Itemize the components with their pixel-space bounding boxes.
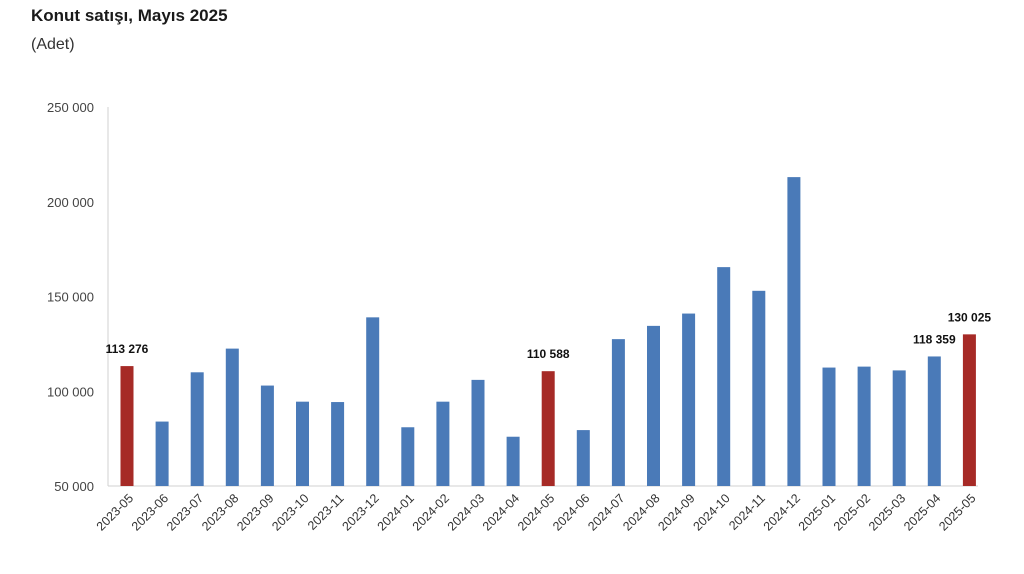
y-tick-label: 50 000 — [54, 479, 94, 494]
chart-bars — [120, 177, 976, 487]
x-tick-label: 2025-03 — [866, 491, 908, 533]
x-tick-label: 2023-06 — [129, 491, 171, 533]
x-tick-label: 2024-11 — [726, 491, 768, 533]
chart-axes: 50 000 100 000 150 000 200 000 250 000 — [47, 100, 978, 494]
x-tick-label: 2025-05 — [936, 491, 978, 533]
bar — [541, 371, 555, 486]
chart-subtitle: (Adet) — [31, 36, 75, 53]
x-tick-label: 2025-02 — [831, 491, 873, 533]
x-tick-label: 2024-02 — [410, 491, 452, 533]
bar — [436, 401, 450, 486]
x-tick-label: 2023-12 — [339, 491, 381, 533]
bar — [471, 379, 485, 486]
bar — [752, 290, 766, 486]
y-tick-label: 250 000 — [47, 100, 94, 115]
data-label: 113 276 — [106, 342, 149, 356]
bar — [787, 177, 801, 487]
bar — [647, 325, 660, 486]
bar — [155, 421, 169, 486]
bar — [225, 348, 239, 486]
bar — [822, 367, 836, 486]
bar — [857, 366, 871, 486]
bar — [331, 402, 345, 486]
x-tick-label: 2023-08 — [199, 491, 241, 533]
x-tick-label: 2025-04 — [901, 491, 943, 533]
bar — [927, 356, 941, 486]
bar — [260, 385, 274, 486]
bar — [120, 366, 134, 486]
chart-title: Konut satışı, Mayıs 2025 — [31, 6, 228, 25]
bar — [296, 401, 309, 486]
x-tick-label: 2023-11 — [305, 491, 347, 533]
x-tick-label: 2024-09 — [655, 491, 697, 533]
bar — [892, 370, 906, 486]
x-tick-label: 2024-04 — [480, 491, 522, 533]
x-tick-label: 2025-01 — [796, 491, 838, 533]
x-tick-label: 2024-01 — [375, 491, 417, 533]
y-tick-label: 150 000 — [47, 290, 94, 305]
x-tick-label: 2023-07 — [164, 491, 206, 533]
bar — [576, 430, 590, 486]
bar — [366, 317, 380, 486]
data-label: 110 588 — [527, 347, 570, 361]
bar — [682, 313, 696, 486]
x-tick-label: 2024-06 — [550, 491, 592, 533]
x-tick-label: 2024-03 — [445, 491, 487, 533]
x-tick-label: 2024-12 — [761, 491, 803, 533]
data-label: 118 359 — [913, 332, 956, 346]
bar — [401, 427, 415, 486]
x-tick-label: 2023-09 — [234, 491, 276, 533]
x-tick-label: 2024-05 — [515, 491, 557, 533]
x-tick-label: 2023-10 — [269, 491, 311, 533]
y-tick-label: 200 000 — [47, 195, 94, 210]
x-tick-label: 2024-07 — [585, 491, 627, 533]
bar — [506, 436, 520, 486]
bar — [190, 372, 204, 486]
x-tick-label: 2024-08 — [620, 491, 662, 533]
bar — [962, 334, 976, 486]
bar — [717, 267, 731, 486]
bar — [611, 339, 625, 486]
x-tick-label: 2023-05 — [94, 491, 136, 533]
x-tick-label: 2024-10 — [690, 491, 732, 533]
y-tick-label: 100 000 — [47, 384, 94, 399]
data-label: 130 025 — [948, 310, 992, 324]
